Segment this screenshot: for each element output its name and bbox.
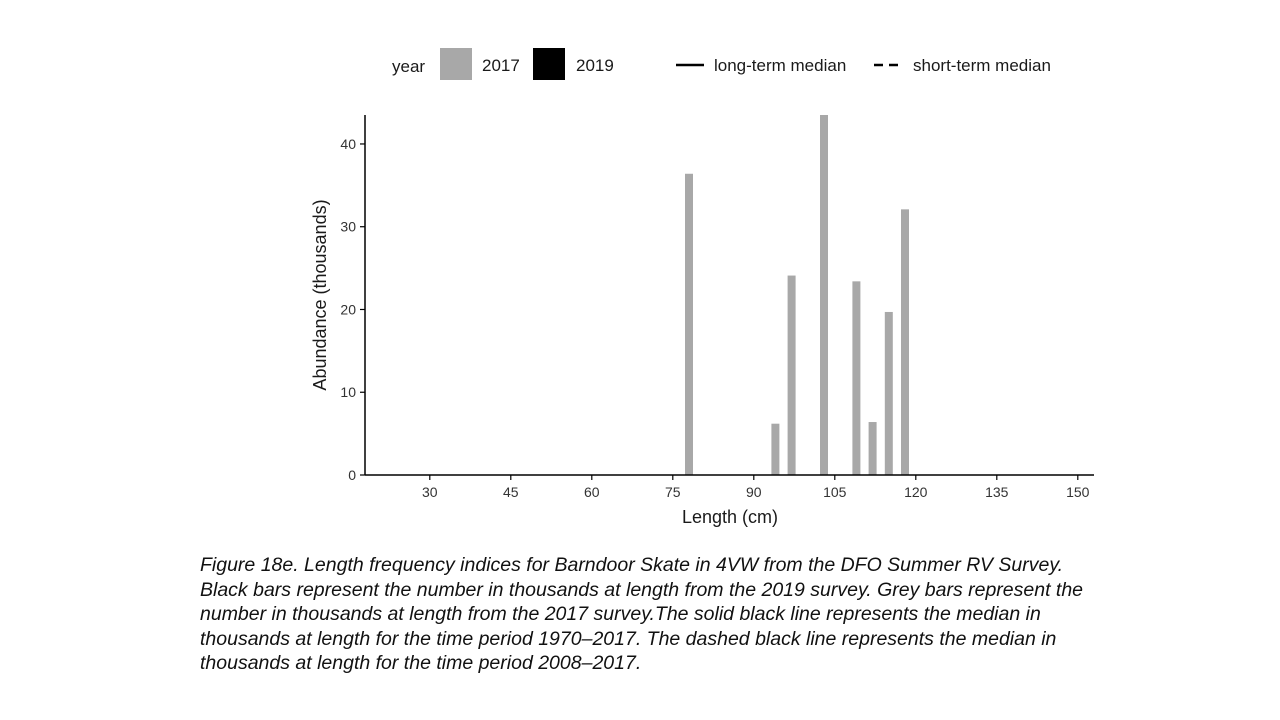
x-tick-label: 30 bbox=[422, 484, 438, 500]
bar-2017-115 bbox=[884, 311, 893, 475]
length-frequency-chart: year 2017 2019 long-term median short-te… bbox=[310, 48, 1094, 527]
x-tick-label: 105 bbox=[823, 484, 847, 500]
legend-swatch-2019 bbox=[533, 48, 565, 80]
caption-line: thousands at length for the time period … bbox=[200, 627, 1057, 650]
legend-label-2019: 2019 bbox=[576, 56, 614, 75]
bar-2017-78 bbox=[685, 173, 693, 476]
x-tick-label: 45 bbox=[503, 484, 519, 500]
y-tick-label: 0 bbox=[348, 467, 356, 483]
legend-title: year bbox=[392, 57, 425, 76]
legend-label-2017: 2017 bbox=[482, 56, 520, 75]
y-tick-label: 40 bbox=[340, 136, 356, 152]
x-tick-label: 150 bbox=[1066, 484, 1090, 500]
x-tick-label: 120 bbox=[904, 484, 928, 500]
y-tick-label: 20 bbox=[340, 301, 356, 317]
x-tick-label: 75 bbox=[665, 484, 681, 500]
legend: year 2017 2019 long-term median short-te… bbox=[392, 48, 1051, 80]
bar-2017-103 bbox=[820, 115, 828, 475]
caption-line: Black bars represent the number in thous… bbox=[200, 578, 1084, 601]
caption-line: thousands at length for the time period … bbox=[200, 652, 642, 674]
y-axis-title: Abundance (thousands) bbox=[310, 199, 330, 390]
y-tick-label: 10 bbox=[340, 384, 356, 400]
x-axis-title: Length (cm) bbox=[682, 507, 778, 527]
bar-2017-112 bbox=[868, 422, 877, 475]
bar-2017-97 bbox=[787, 275, 796, 475]
legend-label-short-term-median: short-term median bbox=[913, 56, 1051, 75]
x-tick-label: 60 bbox=[584, 484, 600, 500]
caption-line: Figure 18e. Length frequency indices for… bbox=[200, 554, 1064, 576]
bar-2017-109 bbox=[852, 281, 861, 475]
legend-label-long-term-median: long-term median bbox=[714, 56, 846, 75]
x-tick-label: 90 bbox=[746, 484, 762, 500]
figure-caption: Figure 18e. Length frequency indices for… bbox=[200, 553, 1210, 676]
y-axis-ticks: 0 10 20 30 40 bbox=[340, 136, 365, 483]
legend-swatch-2017 bbox=[440, 48, 472, 80]
bar-2017-118 bbox=[901, 209, 909, 475]
bar-2017-94 bbox=[771, 423, 780, 475]
bars-layer bbox=[685, 115, 909, 476]
caption-line: number in thousands at length from the 2… bbox=[200, 603, 1041, 625]
y-tick-label: 30 bbox=[340, 219, 356, 235]
x-tick-label: 135 bbox=[985, 484, 1009, 500]
x-axis-ticks: 30 45 60 75 90 105 120 135 150 bbox=[422, 475, 1090, 500]
